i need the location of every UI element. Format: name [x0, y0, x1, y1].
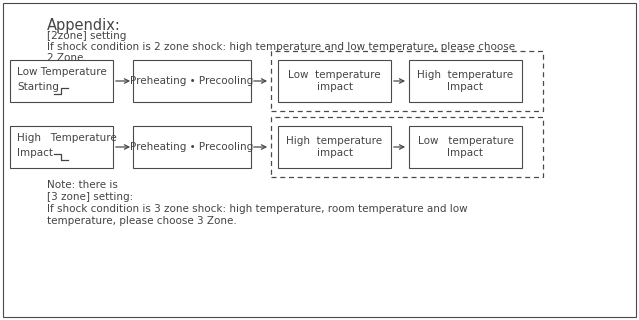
Text: High  temperature
impact: High temperature impact — [286, 136, 383, 158]
Text: High  temperature
Impact: High temperature Impact — [417, 70, 514, 92]
Text: Starting: Starting — [17, 82, 59, 92]
Text: Low  temperature
impact: Low temperature impact — [288, 70, 381, 92]
Text: If shock condition is 3 zone shock: high temperature, room temperature and low: If shock condition is 3 zone shock: high… — [47, 204, 468, 214]
Text: Low Temperature: Low Temperature — [17, 67, 107, 77]
Bar — [133, 126, 251, 168]
Text: temperature, please choose 3 Zone.: temperature, please choose 3 Zone. — [47, 216, 237, 226]
Text: Preheating • Precooling: Preheating • Precooling — [130, 142, 254, 152]
Bar — [278, 60, 391, 102]
Text: Note: there is: Note: there is — [47, 180, 118, 190]
Bar — [271, 117, 543, 177]
Text: [2zone] setting: [2zone] setting — [47, 31, 127, 41]
Text: 2 Zone.: 2 Zone. — [47, 53, 87, 63]
Bar — [10, 126, 113, 168]
Text: Preheating • Precooling: Preheating • Precooling — [130, 76, 254, 86]
Text: Impact: Impact — [17, 148, 53, 158]
Text: Appendix:: Appendix: — [47, 18, 121, 33]
Bar — [409, 126, 522, 168]
Bar — [278, 126, 391, 168]
Bar — [133, 60, 251, 102]
Text: If shock condition is 2 zone shock: high temperature and low temperature, please: If shock condition is 2 zone shock: high… — [47, 42, 515, 52]
Bar — [409, 60, 522, 102]
Text: [3 zone] setting:: [3 zone] setting: — [47, 192, 134, 202]
Bar — [10, 60, 113, 102]
Text: High   Temperature: High Temperature — [17, 133, 117, 143]
Bar — [271, 51, 543, 111]
Text: Low   temperature
Impact: Low temperature Impact — [417, 136, 514, 158]
